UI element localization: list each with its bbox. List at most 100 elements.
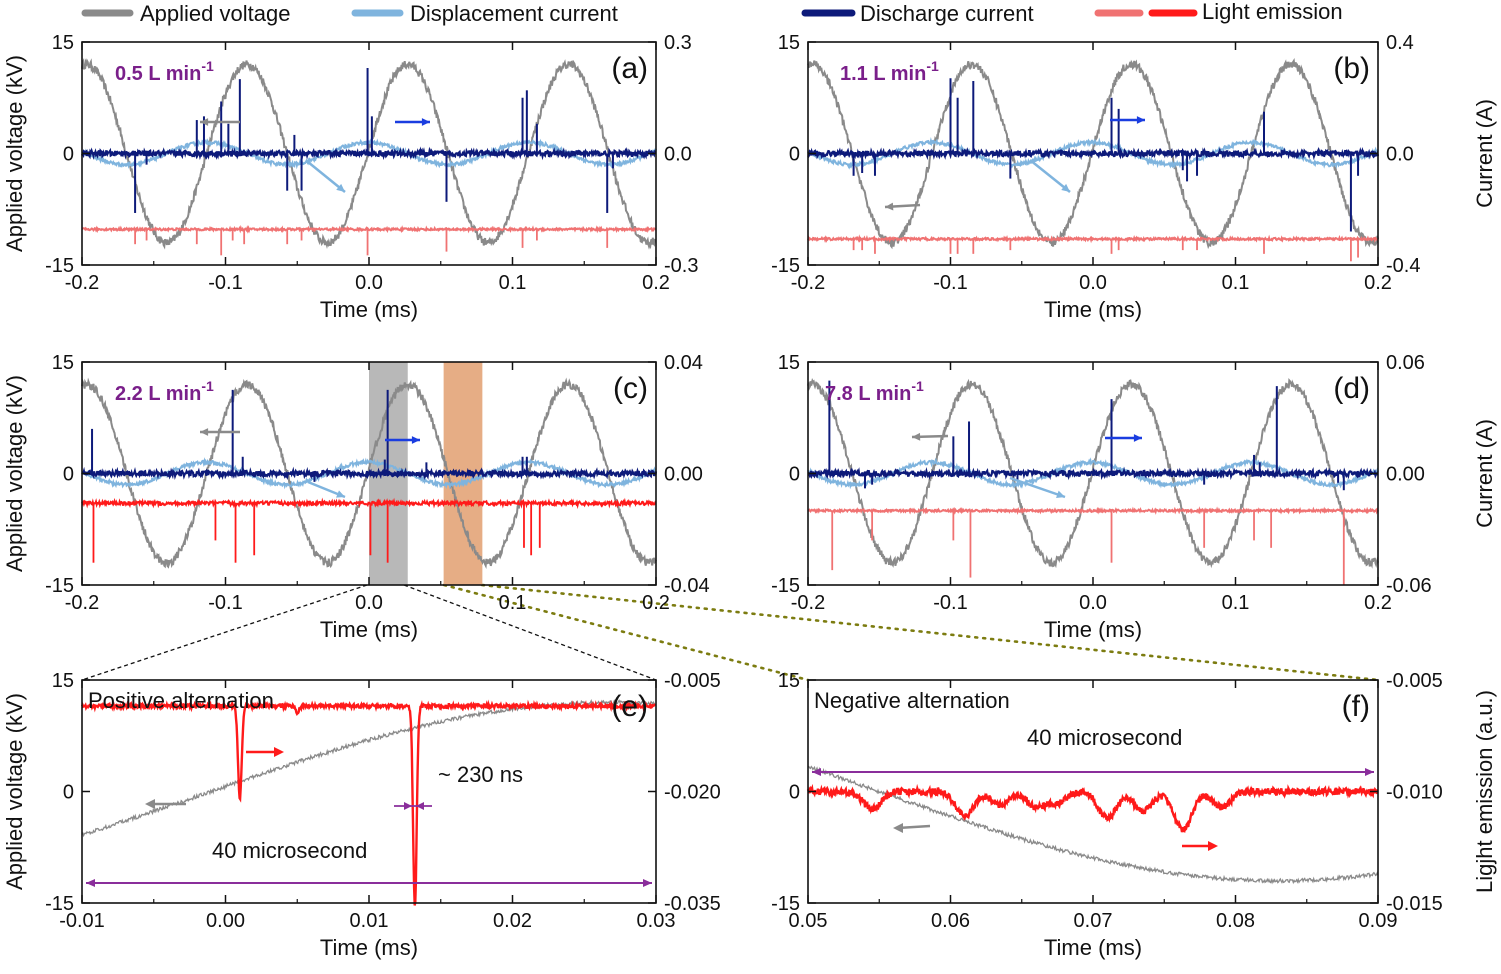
x-tick-label: 0.2 [1364,592,1392,614]
y2-tick-label: 0.00 [664,464,703,486]
x-tick-label: -0.1 [933,272,967,294]
y-tick-label: 0 [789,782,800,804]
panel-label: (f) [1342,690,1370,723]
x-tick-label: 0.08 [1216,910,1255,932]
y2-tick-label: 0.0 [1386,144,1414,166]
legend-label-applied-voltage: Applied voltage [140,1,290,26]
y2-tick-label: -0.005 [664,670,721,692]
y-tick-label: 15 [778,352,800,374]
y2-tick-label: 0.3 [664,32,692,54]
y-axis-label: Applied voltage (kV) [2,693,27,890]
x-tick-label: 0.06 [931,910,970,932]
series-displacement-current [807,457,1379,490]
y2-tick-label: -0.04 [664,575,710,597]
span-arrow-40us-head-right [1365,768,1374,776]
light-arrowhead [274,747,284,757]
series-arrowhead [411,436,420,444]
x-tick-label: -0.1 [208,272,242,294]
y-axis-label: Applied voltage (kV) [2,375,27,572]
flow-rate-label: 2.2 L min-1 [115,378,214,405]
x-tick-label: 0.00 [206,910,245,932]
series-displacement-current [81,457,657,490]
panel-label: (b) [1333,52,1370,85]
panel-b: -0.2 -0.1 0.0 0.1 0.2 -15 0 15 -0.4 0.0 0.4 Time (m… [771,32,1497,322]
y-tick-label: 15 [778,670,800,692]
series-discharge-current [807,146,1380,161]
series-light-emission [80,699,656,906]
panel-label: (c) [613,372,648,405]
zoom-line-right [403,584,657,681]
x-axis-label: Time (ms) [320,297,418,322]
flow-rate-label: 7.8 L min-1 [825,378,924,405]
voltage-arrow [897,824,931,830]
x-tick-label: -0.2 [65,272,99,294]
y2-tick-label: -0.005 [1386,670,1443,692]
panel-label: (e) [611,690,648,723]
x-tick-label: 0.1 [1222,592,1250,614]
panel-a: -0.2 -0.1 0.0 0.1 0.2 -15 0 15 -0.3 0.0 0.3 Time (m… [2,32,698,322]
y2-tick-label: 0.0 [664,144,692,166]
span-arrow-40us-head-left [86,879,95,887]
series-arrowhead [1136,116,1145,124]
x-tick-label: -0.01 [59,910,105,932]
x-axis-label: Time (ms) [320,617,418,642]
series-arrowhead [1133,434,1142,442]
series-arrow [1029,159,1071,193]
y2-tick-label: -0.4 [1386,255,1420,277]
x-tick-label: -0.2 [791,272,825,294]
y-tick-label: 0 [63,782,74,804]
y-tick-label: -15 [771,575,800,597]
x-tick-label: 0.09 [1359,910,1398,932]
annotation-40us: 40 microsecond [1027,725,1182,750]
x-tick-label: 0.2 [1364,272,1392,294]
x-tick-label: 0.0 [1079,272,1107,294]
y-tick-label: -15 [45,575,74,597]
width-marker-head-left [404,802,412,810]
x-tick-label: 0.0 [355,272,383,294]
panel-d: -0.2 -0.1 0.0 0.1 0.2 -15 0 15 -0.06 0.00 0.06 Time… [771,352,1497,642]
series-arrowhead [336,183,345,192]
x-tick-label: 0.07 [1074,910,1113,932]
y-tick-label: 0 [789,464,800,486]
y2-axis-label: Current (A) [1472,99,1497,208]
series-arrowhead [421,118,430,126]
zoom-line-left [81,584,368,681]
series-light-emission [806,783,1379,833]
x-tick-label: 0.03 [637,910,676,932]
span-arrow-40us-head-left [812,768,821,776]
y-tick-label: 0 [63,144,74,166]
x-tick-label: -0.2 [65,592,99,614]
series-arrowhead [336,490,345,498]
y-tick-label: 15 [52,670,74,692]
y-tick-label: 15 [52,352,74,374]
y2-tick-label: 0.00 [1386,464,1425,486]
y2-tick-label: -0.035 [664,893,721,915]
y2-tick-label: -0.010 [1386,782,1443,804]
series-arrowhead [200,428,209,436]
y-tick-label: 15 [52,32,74,54]
x-axis-label: Time (ms) [1044,935,1142,960]
annotation-40us: 40 microsecond [212,838,367,863]
voltage-arrowhead [893,823,903,833]
flow-rate-exponent: -1 [201,58,214,74]
series-light-emission [81,224,657,234]
x-axis-label: Time (ms) [1044,297,1142,322]
width-marker-head-right [416,802,424,810]
panel-e: -0.01 0.00 0.01 0.02 0.03 -15 0 15 -0.035 -0.020 -… [2,670,721,960]
x-tick-label: 0.0 [1079,592,1107,614]
series-discharge-current [80,146,657,161]
x-tick-label: 0.0 [355,592,383,614]
panel-title: Positive alternation [88,688,274,713]
series-discharge-current [807,466,1379,481]
series-arrowhead [912,432,921,441]
legend-label-discharge-current: Discharge current [860,1,1034,26]
series-light-emission [807,506,1379,516]
y-tick-label: -15 [771,255,800,277]
series-applied-voltage [81,377,657,570]
flow-rate-exponent: -1 [926,58,939,74]
y2-axis-label: Current (A) [1472,419,1497,528]
y2-tick-label: 0.04 [664,352,703,374]
light-arrowhead [1208,841,1218,851]
panel-c: -0.2 -0.1 0.0 0.1 0.2 -15 0 15 -0.04 0.00 0.04 Time… [2,352,710,642]
x-tick-label: 0.1 [499,272,527,294]
